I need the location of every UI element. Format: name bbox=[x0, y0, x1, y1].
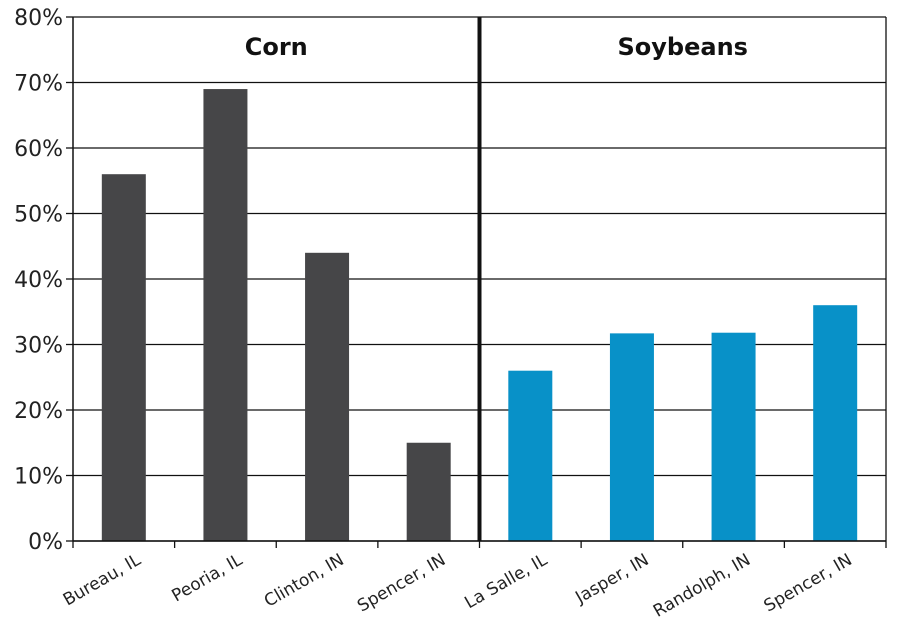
bar-corn-0 bbox=[101, 174, 146, 541]
bar-soybeans-5 bbox=[609, 333, 654, 541]
y-tick-label: 40% bbox=[14, 268, 63, 293]
y-tick-label: 80% bbox=[14, 6, 63, 31]
bar-corn-1 bbox=[203, 89, 248, 542]
panel-title-soybeans: Soybeans bbox=[618, 33, 748, 61]
bar-soybeans-4 bbox=[508, 370, 553, 541]
x-category-label: Peoria, IL bbox=[168, 550, 246, 607]
x-category-label: Bureau, IL bbox=[60, 550, 145, 611]
y-tick-label: 10% bbox=[14, 465, 63, 490]
x-category-label: La Salle, IL bbox=[461, 550, 551, 613]
y-tick-label: 20% bbox=[14, 399, 63, 424]
x-category-label: Clinton, IN bbox=[261, 550, 348, 612]
y-tick-label: 50% bbox=[14, 203, 63, 228]
bars bbox=[101, 89, 858, 542]
panel-title-corn: Corn bbox=[245, 33, 308, 61]
x-category-label: Jasper, IN bbox=[571, 550, 652, 608]
bar-corn-3 bbox=[406, 442, 451, 541]
x-category-label: Spencer, IN bbox=[354, 550, 449, 616]
bar-corn-2 bbox=[305, 252, 350, 542]
y-tick-label: 70% bbox=[14, 72, 63, 97]
y-tick-label: 30% bbox=[14, 334, 63, 359]
y-tick-label: 0% bbox=[28, 530, 63, 555]
x-category-label: Randolph, IN bbox=[650, 550, 754, 618]
y-tick-label: 60% bbox=[14, 137, 63, 162]
x-category-label: Spencer, IN bbox=[761, 550, 856, 616]
bar-soybeans-6 bbox=[711, 332, 756, 541]
axes bbox=[66, 16, 887, 548]
bar-soybeans-7 bbox=[813, 305, 858, 541]
